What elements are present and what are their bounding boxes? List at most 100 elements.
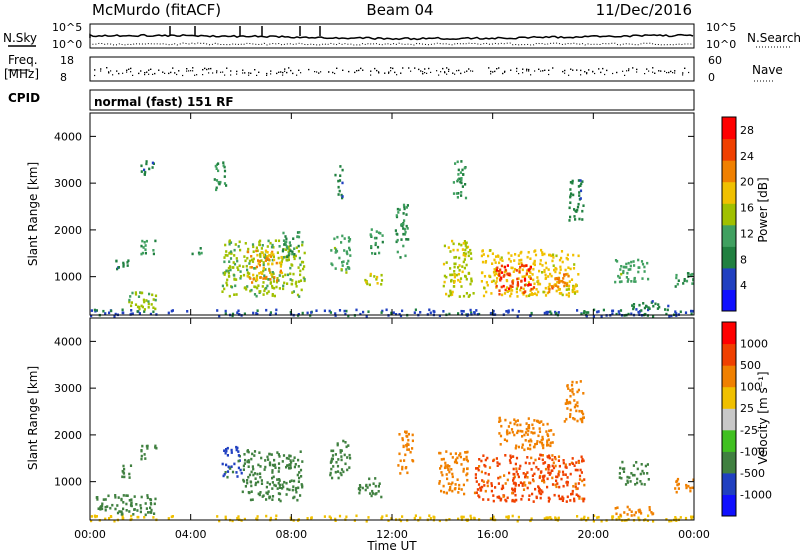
freq-sample [130, 67, 132, 70]
heatmap-cell [616, 506, 619, 509]
heatmap-cell [154, 446, 157, 449]
heatmap-cell [282, 248, 285, 252]
heatmap-cell [237, 459, 240, 463]
heatmap-cell [532, 431, 535, 435]
heatmap-cell [445, 275, 448, 279]
heatmap-cell [685, 279, 689, 283]
heatmap-cell [464, 254, 467, 258]
heatmap-cell [225, 269, 228, 273]
heatmap-cell [251, 281, 254, 284]
heatmap-cell [486, 283, 489, 287]
heatmap-cell [405, 434, 408, 438]
heatmap-cell [558, 292, 561, 295]
heatmap-cell [458, 295, 461, 298]
freq-sample [588, 69, 590, 71]
heatmap-cell [323, 309, 326, 313]
heatmap-cell [540, 438, 543, 442]
heatmap-cell [221, 290, 224, 293]
heatmap-cell [451, 481, 454, 485]
heatmap-cell [223, 260, 226, 264]
heatmap-cell [618, 312, 621, 316]
heatmap-cell [647, 306, 650, 309]
freq-sample [602, 67, 604, 70]
heatmap-cell [461, 265, 464, 268]
heatmap-cell [666, 308, 669, 312]
nave-sample [464, 71, 466, 73]
heatmap-cell [128, 300, 131, 304]
heatmap-cell [295, 280, 298, 284]
heatmap-cell [581, 457, 584, 461]
heatmap-cell [403, 459, 406, 462]
heatmap-cell [530, 311, 533, 315]
heatmap-cell [247, 450, 250, 454]
heatmap-cell [377, 490, 380, 493]
heatmap-cell [256, 253, 259, 257]
nave-sample [296, 74, 298, 76]
heatmap-cell [629, 268, 632, 271]
heatmap-cell [475, 309, 478, 312]
heatmap-cell [506, 429, 509, 432]
heatmap-cell [131, 312, 134, 315]
heatmap-cell [691, 282, 694, 285]
freq-sample [468, 68, 470, 70]
heatmap-cell [274, 239, 277, 242]
heatmap-cell [675, 519, 678, 522]
heatmap-cell [579, 189, 583, 193]
heatmap-cell [542, 462, 545, 465]
heatmap-cell [122, 263, 125, 266]
heatmap-cell [497, 476, 500, 480]
heatmap-cell [459, 452, 462, 455]
heatmap-cell [121, 308, 124, 312]
heatmap-cell [226, 470, 230, 473]
nave-sample [426, 72, 428, 74]
heatmap-cell [292, 459, 295, 462]
heatmap-cell [676, 282, 679, 286]
nave-sample [548, 73, 550, 76]
heatmap-cell [535, 293, 538, 297]
heatmap-cell [446, 477, 449, 481]
heatmap-cell [126, 264, 129, 267]
heatmap-cell [622, 265, 625, 269]
heatmap-cell [514, 420, 517, 423]
heatmap-cell [572, 253, 575, 257]
heatmap-cell [516, 295, 519, 298]
heatmap-cell [491, 252, 494, 255]
heatmap-cell [278, 498, 281, 501]
heatmap-cell [449, 250, 452, 253]
nave-sample [186, 70, 188, 72]
heatmap-cell [538, 457, 541, 460]
heatmap-cell [300, 260, 304, 264]
nave-sample [320, 71, 322, 73]
heatmap-cell [572, 393, 575, 396]
nave-sample [472, 70, 474, 72]
heatmap-cell [238, 313, 241, 316]
freq-panel-frame [89, 56, 695, 82]
heatmap-cell [226, 475, 229, 479]
heatmap-cell [652, 512, 655, 515]
nave-sample [622, 70, 624, 72]
heatmap-cell [147, 511, 150, 514]
heatmap-cell [218, 519, 221, 523]
heatmap-cell [480, 271, 484, 275]
heatmap-cell [114, 507, 117, 511]
heatmap-cell [291, 250, 294, 253]
heatmap-cell [521, 494, 524, 498]
velocity-colorbar-label: Velocity [m s⁻¹] [756, 371, 770, 464]
heatmap-cell [275, 261, 278, 265]
heatmap-cell [577, 254, 580, 258]
heatmap-cell [249, 289, 252, 293]
heatmap-cell [341, 168, 344, 172]
freq-sample [250, 72, 252, 74]
heatmap-cell [439, 467, 442, 470]
heatmap-cell [551, 483, 555, 486]
heatmap-cell [269, 241, 272, 245]
nave-sample [564, 72, 566, 74]
heatmap-cell [489, 249, 492, 252]
heatmap-cell [380, 283, 383, 286]
heatmap-cell [464, 183, 467, 186]
heatmap-cell [370, 494, 373, 498]
heatmap-cell [457, 272, 460, 276]
heatmap-cell [470, 517, 473, 520]
heatmap-cell [101, 504, 104, 508]
heatmap-cell [544, 294, 548, 297]
